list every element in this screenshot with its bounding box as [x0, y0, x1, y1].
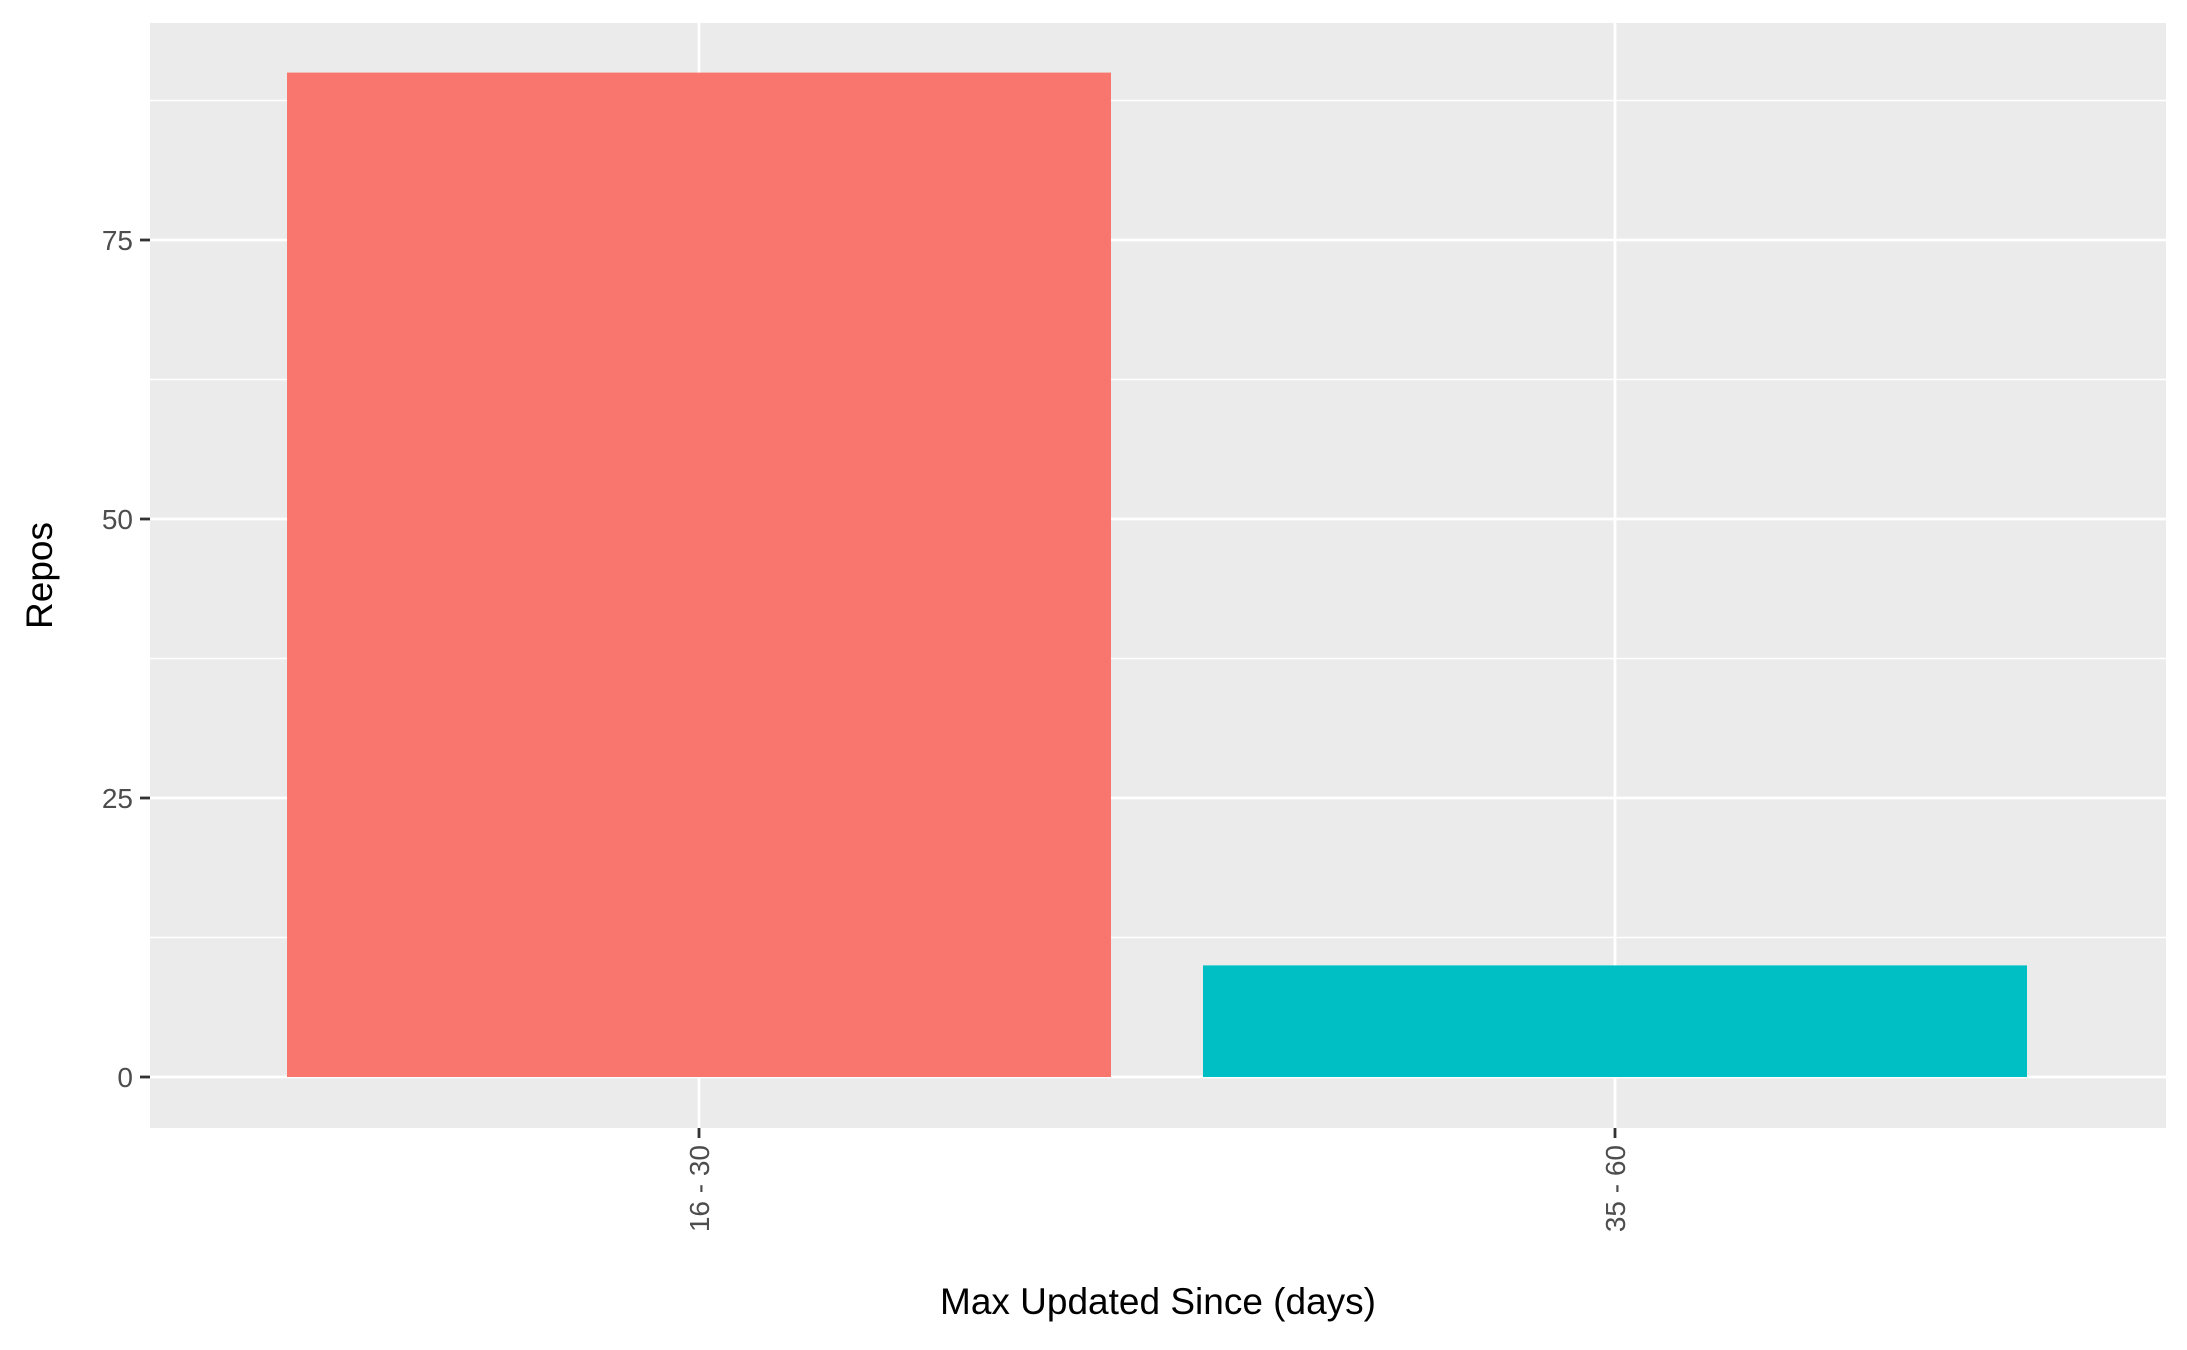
- y-tick-label: 25: [102, 783, 133, 814]
- x-tick-label: 16 - 30: [684, 1145, 715, 1232]
- x-tick-label: 35 - 60: [1600, 1145, 1631, 1232]
- x-axis-title: Max Updated Since (days): [940, 1281, 1376, 1322]
- y-axis: 0 25 50 75: [102, 225, 150, 1093]
- y-tick-label: 50: [102, 504, 133, 535]
- y-axis-title: Repos: [19, 522, 60, 629]
- bar-2: [1203, 965, 2027, 1077]
- x-axis: 16 - 30 35 - 60: [684, 1128, 1631, 1232]
- bar-1: [287, 72, 1111, 1078]
- bars: [287, 72, 2027, 1078]
- y-tick-label: 0: [117, 1062, 133, 1093]
- y-tick-label: 75: [102, 225, 133, 256]
